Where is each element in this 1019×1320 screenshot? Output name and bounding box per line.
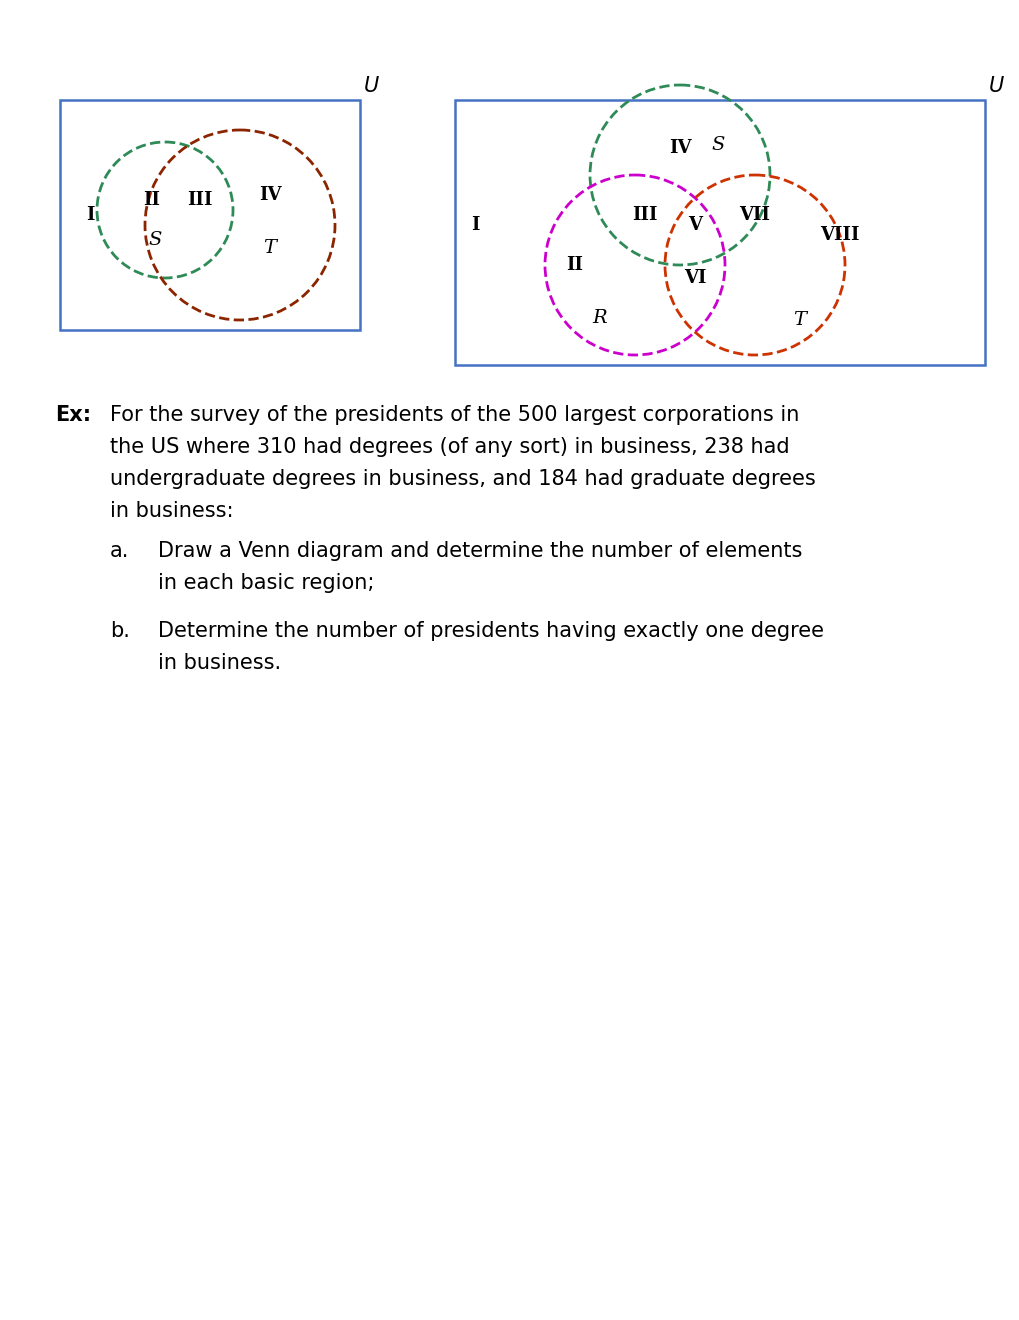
Text: For the survey of the presidents of the 500 largest corporations in: For the survey of the presidents of the … [110, 405, 799, 425]
Text: VI: VI [683, 269, 705, 286]
Text: S: S [148, 231, 162, 249]
Text: VIII: VIII [819, 226, 859, 244]
Text: R: R [592, 309, 606, 327]
Bar [60, 100, 360, 330]
Text: II: II [566, 256, 583, 275]
Text: b.: b. [110, 620, 129, 642]
Text: Determine the number of presidents having exactly one degree: Determine the number of presidents havin… [158, 620, 823, 642]
Text: Ex:: Ex: [55, 405, 91, 425]
Text: VII: VII [739, 206, 769, 224]
Text: Draw a Venn diagram and determine the number of elements: Draw a Venn diagram and determine the nu… [158, 541, 802, 561]
Text: the US where 310 had degrees (of any sort) in business, 238 had: the US where 310 had degrees (of any sor… [110, 437, 789, 457]
Text: T: T [793, 312, 806, 329]
Text: I: I [86, 206, 94, 224]
Text: IV: IV [259, 186, 281, 205]
Text: V: V [688, 216, 701, 234]
Text: U: U [988, 77, 1004, 96]
Text: III: III [632, 206, 657, 224]
Text: in business.: in business. [158, 653, 281, 673]
Text: in business:: in business: [110, 502, 233, 521]
Bar [454, 100, 984, 366]
Text: a.: a. [110, 541, 129, 561]
Text: II: II [144, 191, 160, 209]
Text: undergraduate degrees in business, and 184 had graduate degrees: undergraduate degrees in business, and 1… [110, 469, 815, 488]
Text: T: T [263, 239, 276, 257]
Text: U: U [364, 77, 379, 96]
Text: I: I [471, 216, 479, 234]
Text: IV: IV [668, 139, 691, 157]
Text: III: III [187, 191, 213, 209]
Text: in each basic region;: in each basic region; [158, 573, 374, 593]
Text: S: S [710, 136, 723, 154]
